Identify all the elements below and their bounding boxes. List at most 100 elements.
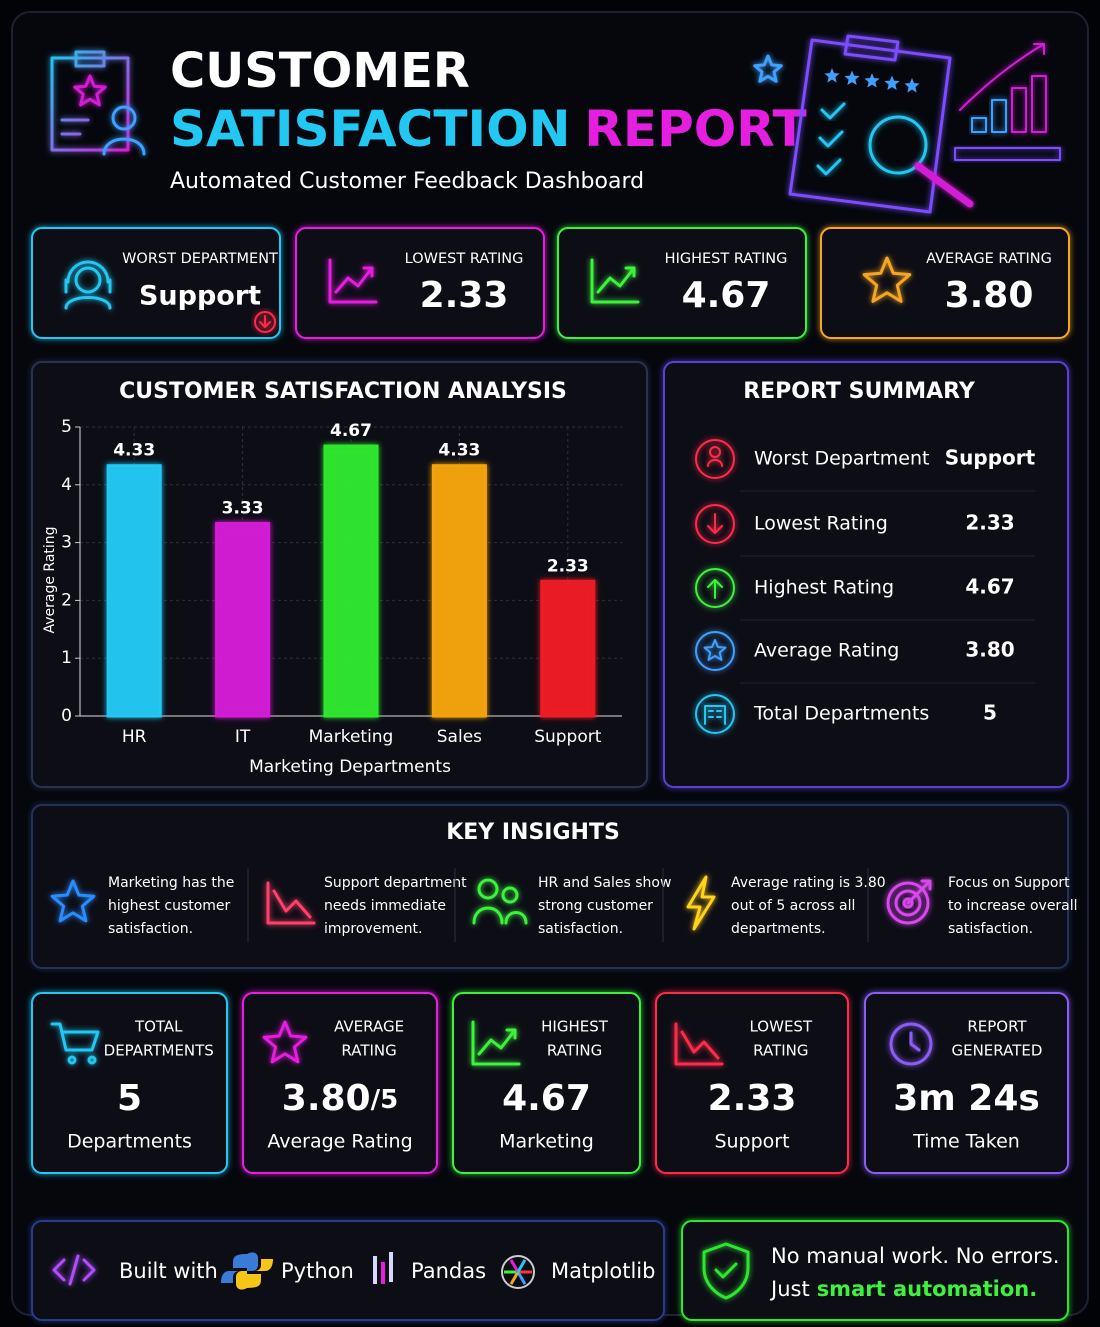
footer-message [681,1220,1069,1321]
bar [431,464,487,718]
clock-hands [909,1031,921,1052]
summary-glyph [704,705,726,725]
kpi-label: AVERAGE RATING [926,251,1052,267]
title: SATISFACTION REPORT [170,100,807,158]
illustration-check [818,130,844,148]
stat-value-number: 3.80 [282,1078,371,1119]
summary-icon [695,504,735,544]
message: Just smart automation. [769,1277,1037,1301]
insight-text: satisfaction. [108,921,193,937]
summary-label: Average Rating [754,640,899,662]
down-badge [254,311,276,333]
insight-icon [50,879,96,923]
stat-value: 3.80/5 [282,1078,398,1119]
summary-value: 2.33 [965,511,1014,535]
footer-tools [31,1220,665,1321]
insight-icon [886,881,930,925]
built-with: Built with [119,1259,218,1283]
pandas-icon [373,1256,377,1284]
stat-label: GENERATED [951,1042,1042,1060]
summary-label: Total Departments [753,703,929,725]
bar [215,522,271,718]
stat-card [242,992,438,1174]
insight-icon [906,879,932,905]
tool-name: Matplotlib [551,1259,655,1283]
illustration-star [753,54,783,83]
insight-text: Marketing has the [108,875,234,891]
stat-label: REPORT [967,1018,1027,1036]
star-icon [262,1020,308,1064]
x-axis-label: Marketing Departments [249,757,451,777]
trend-icon [590,258,640,304]
x-tick-label: HR [122,727,147,747]
header-person [102,105,146,156]
illustration-star [904,78,920,93]
chart-title: CUSTOMER SATISFACTION ANALYSIS [119,379,567,404]
header-icon [50,50,130,152]
trend-icon [674,1022,724,1066]
message: No manual work. No errors. [771,1244,1059,1268]
insight-text: improvement. [324,921,422,937]
summary-title: REPORT SUMMARY [743,379,976,404]
matplotlib-icon [509,1259,520,1273]
insight-text: satisfaction. [948,921,1033,937]
y-tick-label: 0 [61,706,72,726]
value-label: 3.33 [222,499,264,519]
title: CUSTOMER [170,43,470,99]
tool-name: Pandas [411,1259,486,1283]
kpi-value: 3.80 [945,275,1034,316]
stat-label: RATING [753,1042,808,1060]
stat-sub: Departments [67,1131,192,1153]
stat-label: RATING [341,1042,396,1060]
illustration-star [824,68,840,83]
stat-value-suffix: /5 [371,1085,399,1115]
python-icon [236,1259,273,1290]
x-tick-label: Sales [437,727,482,747]
summary-value: 3.80 [965,638,1014,662]
illustration-star [884,75,900,90]
insights-panel [31,804,1069,969]
insight-text: to increase overall [948,898,1078,914]
trend-icon [471,1020,521,1066]
matplotlib-icon [501,1255,535,1289]
x-tick-label: Marketing [309,727,394,747]
pandas-icon [381,1262,385,1284]
kpi-card [31,227,281,339]
illustration-bar [1011,87,1027,133]
insight-icon [894,889,922,917]
cart-icon [50,1022,100,1065]
insight-text: highest customer [108,898,231,914]
down-arrow [259,315,271,328]
stat-value: 2.33 [708,1078,797,1119]
stat-sub: Support [714,1131,789,1153]
header-star [73,74,107,107]
kpi-card [557,227,807,339]
stat-label: HIGHEST [541,1018,609,1036]
matplotlib-icon [509,1271,520,1285]
insight-icon [902,897,914,909]
value-label: 4.33 [438,441,480,461]
insight-text: needs immediate [324,898,446,914]
title-word: REPORT [584,100,806,158]
summary-icon [695,694,735,734]
illustration-arrow [959,43,1045,111]
stat-value: 3m 24s [893,1078,1040,1119]
subtitle: Automated Customer Feedback Dashboard [170,169,644,194]
illustration-bar [1031,75,1047,133]
illustration-base [954,147,1061,161]
x-tick-label: Support [534,727,602,747]
stat-value-number: 2.33 [708,1078,797,1119]
stat-value-number: 3m 24s [893,1078,1040,1119]
value-label: 4.33 [113,441,155,461]
kpi-label: WORST DEPARTMENT [122,251,278,267]
message-highlight: smart automation. [817,1277,1038,1301]
kpi-card [295,227,545,339]
trend-icon [328,258,378,304]
matplotlib-icon [516,1271,527,1285]
insight-text: Average rating is 3.80 [731,875,886,891]
insight-text: satisfaction. [538,921,623,937]
summary-label: Worst Department [754,448,929,470]
illustration-clipboard [788,34,952,214]
summary-value: 4.67 [965,575,1014,599]
trend-icon [266,881,316,925]
